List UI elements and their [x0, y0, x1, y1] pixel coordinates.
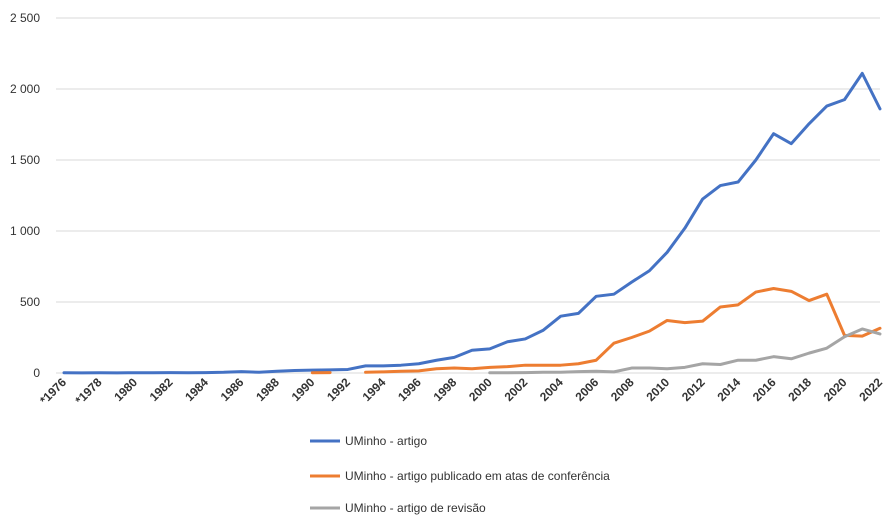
x-tick-label: 1994: [360, 375, 389, 404]
y-tick-label: 2 500: [10, 11, 40, 25]
x-tick-label: 1986: [218, 375, 247, 404]
x-tick-label: 2018: [785, 375, 814, 404]
x-tick-label: 2000: [466, 375, 495, 404]
x-tick-label: 2006: [573, 375, 602, 404]
y-tick-label: 1 500: [10, 153, 40, 167]
legend-label: UMinho - artigo de revisão: [345, 501, 486, 515]
x-tick-label: 2020: [821, 375, 850, 404]
x-tick-label: *1976: [37, 375, 69, 407]
legend-item: UMinho - artigo de revisão: [310, 501, 486, 515]
legend: UMinho - artigo UMinho - artigo publicado…: [310, 434, 610, 515]
legend-label: UMinho - artigo: [345, 434, 427, 448]
x-tick-label: 1984: [182, 375, 211, 404]
x-tick-label: 1992: [324, 375, 353, 404]
y-tick-label: 500: [20, 295, 40, 309]
x-tick-label: 2022: [856, 375, 885, 404]
series-lines: [62, 71, 882, 375]
series-line: [364, 287, 882, 374]
series-1: [310, 287, 882, 375]
legend-item: UMinho - artigo publicado em atas de con…: [310, 469, 610, 483]
x-tick-label: 2004: [537, 375, 566, 404]
x-axis-ticks: *1976 *1978 1980 1982 1984 1986 1988 1990 1992 19…: [37, 375, 885, 407]
x-tick-label: 1990: [289, 375, 318, 404]
y-tick-label: 2 000: [10, 82, 40, 96]
x-tick-label: 1988: [253, 375, 282, 404]
series-2: [488, 327, 882, 375]
y-tick-label: 1 000: [10, 224, 40, 238]
x-tick-label: 1982: [147, 375, 176, 404]
legend-item: UMinho - artigo: [310, 434, 427, 448]
x-tick-label: 2016: [750, 375, 779, 404]
grid-lines: [56, 17, 880, 374]
x-tick-label: 2008: [608, 375, 637, 404]
x-tick-label: *1978: [73, 375, 105, 407]
y-axis-ticks: 0 500 1 000 1 500 2 000 2 500: [10, 11, 40, 380]
x-tick-label: 1980: [111, 375, 140, 404]
x-tick-label: 2012: [679, 375, 708, 404]
x-tick-label: 2002: [502, 375, 531, 404]
series-line: [62, 71, 882, 375]
x-tick-label: 2010: [643, 375, 672, 404]
x-tick-label: 2014: [714, 375, 743, 404]
series-line: [488, 327, 882, 375]
y-tick-label: 0: [33, 366, 40, 380]
x-tick-label: 1998: [431, 375, 460, 404]
series-0: [62, 71, 882, 375]
legend-label: UMinho - artigo publicado em atas de con…: [345, 469, 610, 483]
x-tick-label: 1996: [395, 375, 424, 404]
